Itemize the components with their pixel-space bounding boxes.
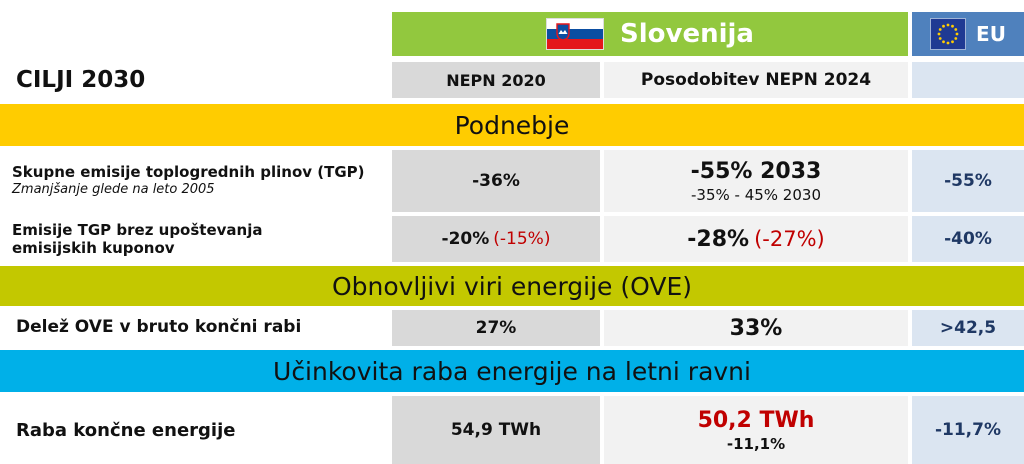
section-title-efficiency: Učinkovita raba energije na letni ravni: [273, 356, 751, 386]
eu-header: EU: [912, 12, 1024, 56]
row-label-energy: Raba končne energije: [16, 419, 236, 441]
slovenia-flag-icon: [546, 18, 605, 50]
value-tgp-nepn-2020: -36%: [472, 171, 520, 191]
column-header-eu: [912, 62, 1024, 98]
row-label-tgp: Skupne emisije toplogrednih plinov (TGP)…: [12, 152, 388, 210]
row-sublabel-tgp: Zmanjšanje glede na leto 2005: [12, 182, 215, 197]
slovenia-header: Slovenija: [392, 12, 908, 56]
cell-energy-eu: -11,7%: [912, 396, 1024, 464]
value-ove-nepn-2024: 33%: [729, 315, 783, 341]
section-title-renewables: Obnovljivi viri energije (OVE): [331, 271, 693, 301]
row-label-ove: Delež OVE v bruto končni rabi: [16, 317, 302, 337]
row-label-tgp-text: Skupne emisije toplogrednih plinov (TGP): [12, 163, 365, 181]
row-label-tgp-ets-line1: Emisije TGP brez upoštevanja: [12, 221, 263, 239]
row-label-tgp-ets-line2: emisijskih kuponov: [12, 239, 175, 257]
value-energy-eu: -11,7%: [934, 420, 1002, 440]
value-tgp-nepn-2024: -55% 2033: [690, 158, 822, 184]
cell-tgp-ets-eu: -40%: [912, 216, 1024, 262]
cell-energy-nepn-2024: 50,2 TWh -11,1%: [604, 396, 908, 464]
value-tgp-ets-nepn-2024: -28%: [687, 226, 750, 252]
eu-title: EU: [976, 22, 1006, 46]
cell-tgp-ets-nepn-2020: -20% (-15%): [392, 216, 600, 262]
value-ove-eu: >42,5: [939, 318, 997, 338]
row-label-tgp-ets: Emisije TGP brez upoštevanja emisijskih …: [12, 216, 388, 262]
value-tgp-eu: -55%: [944, 171, 992, 191]
value-tgp-ets-nepn-2024-red: (-27%): [754, 227, 825, 251]
cell-energy-nepn-2020: 54,9 TWh: [392, 396, 600, 464]
value-energy-nepn-2020: 54,9 TWh: [450, 420, 542, 440]
cell-ove-eu: >42,5: [912, 310, 1024, 346]
subvalue-tgp-nepn-2024: -35% - 45% 2030: [691, 185, 821, 204]
value-ove-nepn-2020: 27%: [475, 318, 517, 338]
value-tgp-ets-eu: -40%: [944, 229, 992, 249]
section-title-climate: Podnebje: [454, 110, 570, 140]
cell-tgp-eu: -55%: [912, 150, 1024, 212]
column-header-nepn-2020: NEPN 2020: [392, 62, 600, 98]
cell-ove-nepn-2020: 27%: [392, 310, 600, 346]
section-band-efficiency: Učinkovita raba energije na letni ravni: [0, 350, 1024, 392]
value-tgp-ets-nepn-2020-red: (-15%): [493, 229, 551, 249]
value-energy-nepn-2024: 50,2 TWh: [697, 407, 815, 433]
cell-tgp-ets-nepn-2024: -28% (-27%): [604, 216, 908, 262]
section-band-renewables: Obnovljivi viri energije (OVE): [0, 266, 1024, 306]
section-band-climate: Podnebje: [0, 104, 1024, 146]
eu-flag-icon: [930, 18, 967, 50]
cell-ove-nepn-2024: 33%: [604, 310, 908, 346]
column-header-nepn-2024: Posodobitev NEPN 2024: [604, 62, 908, 98]
subvalue-energy-nepn-2024: -11,1%: [726, 434, 786, 453]
page-title: CILJI 2030: [16, 67, 146, 93]
cell-tgp-nepn-2020: -36%: [392, 150, 600, 212]
cell-tgp-nepn-2024: -55% 2033 -35% - 45% 2030: [604, 150, 908, 212]
value-tgp-ets-nepn-2020: -20%: [441, 229, 490, 249]
country-title: Slovenija: [620, 19, 754, 49]
